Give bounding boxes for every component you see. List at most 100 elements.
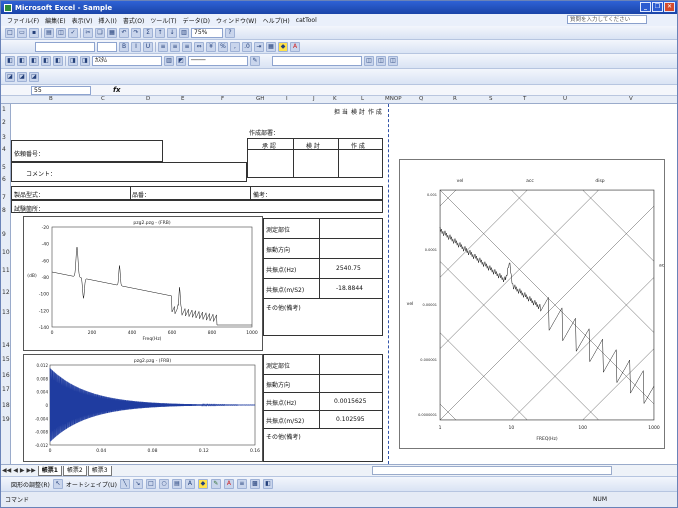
col-header[interactable]: Q — [419, 96, 424, 102]
col-header[interactable]: D — [146, 96, 151, 102]
row-header[interactable]: 19 — [2, 416, 10, 423]
tool-icon[interactable]: ◧ — [17, 56, 27, 66]
rectangle-icon[interactable]: □ — [145, 479, 156, 489]
oval-icon[interactable]: ○ — [158, 479, 169, 489]
undo-icon[interactable]: ↶ — [119, 27, 129, 38]
horizontal-scrollbar[interactable] — [371, 466, 612, 475]
minimize-button[interactable]: _ — [640, 2, 651, 12]
row-header[interactable]: 18 — [2, 402, 10, 409]
row-header[interactable]: 7 — [2, 194, 6, 201]
line-icon[interactable]: ╲ — [119, 479, 130, 489]
menu-view[interactable]: 表示(V) — [71, 17, 93, 25]
row-header[interactable]: 17 — [2, 386, 10, 393]
tripartite-chart[interactable]: 1 10 100 1000 0.001 0.0001 0.00001 0.000001 0.00… — [154, 159, 677, 449]
col-header[interactable]: U — [563, 96, 568, 102]
menu-edit[interactable]: 編集(E) — [45, 17, 66, 25]
open-icon[interactable]: ▭ — [17, 27, 27, 38]
autoshapes-menu[interactable]: オートシェイプ(U) — [65, 481, 117, 489]
bold-icon[interactable]: B — [119, 41, 129, 52]
wordart-icon[interactable]: A — [184, 479, 195, 489]
menu-tools[interactable]: ツール(T) — [150, 17, 177, 25]
shadow-icon[interactable]: ▩ — [249, 479, 260, 489]
align-right-icon[interactable]: ≡ — [182, 41, 192, 52]
italic-icon[interactable]: I — [131, 41, 141, 52]
time-waveform-chart[interactable]: pzg2.pzg - (FRB) 0.012 0.008 0.004 0 -0.004 -0… — [23, 354, 263, 462]
arrow-icon[interactable]: ↘ — [132, 479, 143, 489]
font-color-icon[interactable]: A — [290, 41, 300, 52]
font-color-icon[interactable]: A — [223, 479, 234, 489]
row-header[interactable]: 5 — [2, 164, 6, 171]
col-header[interactable]: R — [453, 96, 457, 102]
row-header[interactable]: 4 — [2, 146, 6, 153]
meas2-val-value[interactable]: 0.102595 — [336, 416, 365, 423]
row-header[interactable]: 9 — [2, 231, 6, 238]
textbox-icon[interactable]: ▤ — [171, 479, 182, 489]
save-icon[interactable]: ▪ — [29, 27, 39, 38]
chart-icon[interactable]: ▥ — [164, 56, 174, 66]
paste-icon[interactable]: ▦ — [107, 27, 117, 38]
row-header[interactable]: 16 — [2, 372, 10, 379]
close-button[interactable]: ✕ — [664, 2, 675, 12]
font-select[interactable] — [35, 41, 95, 52]
sort-asc-icon[interactable]: ↑ — [155, 27, 165, 38]
row-header[interactable]: 3 — [2, 134, 6, 141]
frf-chart[interactable]: pzg2.pzg - (FRB) -20 -40 -60 -80 -100 -120 -140… — [23, 216, 263, 351]
comma-icon[interactable]: , — [230, 41, 240, 52]
product-row[interactable]: 製品型式： 品番： 備考： — [11, 186, 383, 200]
row-header[interactable]: 2 — [2, 119, 6, 126]
currency-icon[interactable]: ¥ — [206, 41, 216, 52]
help-icon[interactable]: ? — [225, 27, 235, 38]
row-header[interactable]: 10 — [2, 249, 10, 256]
first-sheet-icon[interactable]: ◀◀ — [2, 467, 12, 474]
row-header[interactable]: 11 — [2, 267, 10, 274]
pen-icon[interactable]: ✎ — [250, 56, 260, 66]
row-header[interactable]: 14 — [2, 342, 10, 349]
line-color-icon[interactable]: ✎ — [210, 479, 221, 489]
sum-icon[interactable]: Σ — [143, 27, 153, 38]
draw-menu[interactable]: 図形の調整(R) — [11, 481, 50, 489]
3d-icon[interactable]: ◧ — [262, 479, 273, 489]
prev-sheet-icon[interactable]: ◀ — [13, 467, 18, 474]
row-header[interactable]: 12 — [2, 289, 10, 296]
menu-cattool[interactable]: catTool — [295, 16, 317, 24]
tool-icon[interactable]: ◫ — [364, 56, 374, 66]
menu-data[interactable]: データ(D) — [182, 17, 210, 25]
name-box[interactable]: 55 — [31, 85, 91, 95]
last-sheet-icon[interactable]: ▶▶ — [26, 467, 36, 474]
col-header[interactable]: K — [333, 96, 337, 102]
col-header[interactable]: S — [489, 96, 493, 102]
tool-icon[interactable]: ◫ — [376, 56, 386, 66]
meas1-val-value[interactable]: -18.8844 — [336, 285, 363, 292]
menu-window[interactable]: ウィンドウ(W) — [215, 17, 257, 25]
tool-icon[interactable]: ◨ — [80, 56, 90, 66]
row-header[interactable]: 13 — [2, 309, 10, 316]
print-icon[interactable]: ▤ — [44, 27, 54, 38]
pointer-icon[interactable]: ↖ — [52, 479, 63, 489]
tool-icon[interactable]: ◧ — [5, 56, 15, 66]
custom-button[interactable]: ｶｽﾀﾑ — [92, 56, 162, 66]
comment-box[interactable]: コメント： — [11, 162, 247, 182]
menu-file[interactable]: ファイル(F) — [7, 17, 40, 25]
indent-icon[interactable]: ⇥ — [254, 41, 264, 52]
row-header[interactable]: 1 — [2, 106, 6, 113]
tool-icon[interactable]: ◧ — [41, 56, 51, 66]
decimal-icon[interactable]: .0 — [242, 41, 252, 52]
col-header[interactable]: E — [181, 96, 185, 102]
redo-icon[interactable]: ↷ — [131, 27, 141, 38]
tool-icon[interactable]: ◧ — [53, 56, 63, 66]
menu-insert[interactable]: 挿入(I) — [98, 17, 117, 25]
col-header[interactable]: MNOP — [385, 96, 402, 102]
copy-icon[interactable]: ❏ — [95, 27, 105, 38]
next-sheet-icon[interactable]: ▶ — [19, 467, 25, 474]
chart-wizard-icon[interactable]: ▥ — [179, 27, 189, 38]
spell-icon[interactable]: ✓ — [68, 27, 78, 38]
borders-icon[interactable]: ▦ — [266, 41, 276, 52]
restore-button[interactable]: ❐ — [652, 2, 663, 12]
align-center-icon[interactable]: ≡ — [170, 41, 180, 52]
test-location-row[interactable]: 試験箇所： — [11, 200, 383, 213]
worksheet[interactable]: 担 当 検 討 作 成 作成部署： 承 認 検 討 作 成 依頼番号： コメント… — [11, 104, 677, 464]
menu-format[interactable]: 書式(O) — [122, 17, 145, 25]
new-icon[interactable]: □ — [5, 27, 15, 38]
col-header[interactable]: I — [286, 96, 288, 102]
merge-icon[interactable]: ⇔ — [194, 41, 204, 52]
